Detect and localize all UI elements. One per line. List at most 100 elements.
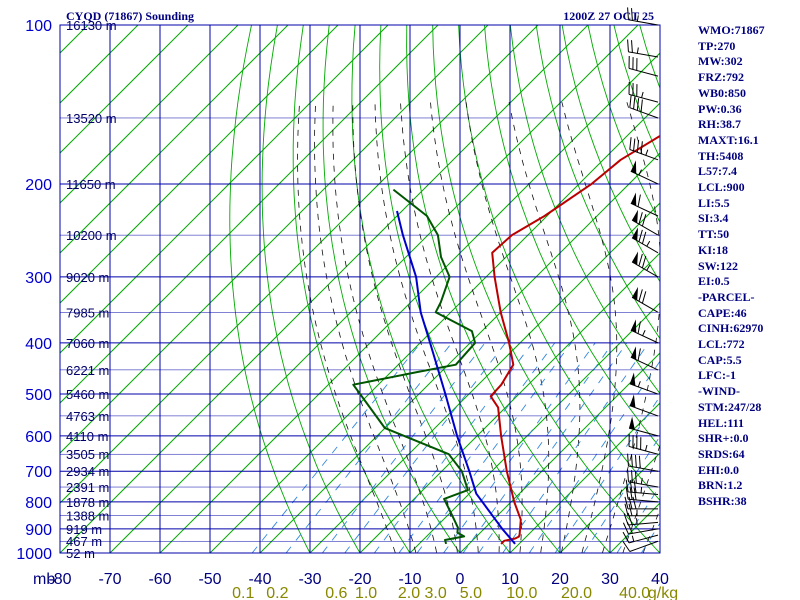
height-label: 919 m <box>66 522 102 537</box>
barb-staff <box>631 261 659 278</box>
barb-flag <box>627 453 629 467</box>
barb-staff <box>628 528 659 535</box>
pressure-tick-label: 600 <box>25 429 52 446</box>
x-unit-label: mb <box>33 571 55 588</box>
isotherm-line <box>60 25 189 154</box>
wind-barb <box>628 434 659 455</box>
barb-flag <box>638 455 641 469</box>
height-label: 2934 m <box>66 464 109 479</box>
pressure-tick-label: 400 <box>25 336 52 353</box>
barb-half-flag <box>636 47 639 54</box>
wind-barb <box>625 486 659 503</box>
index-row: LCL:772 <box>698 337 745 352</box>
isotherm-line <box>60 25 439 404</box>
height-label: 1878 m <box>66 495 109 510</box>
index-row: -WIND- <box>698 384 740 399</box>
temperature-tick-label: -20 <box>348 571 371 588</box>
barb-staff <box>628 51 659 58</box>
barb-flag <box>637 194 641 207</box>
barb-flag <box>640 99 643 112</box>
dry-adiabat-line <box>535 25 660 340</box>
mixing-ratio-line <box>443 342 596 553</box>
wind-barb <box>628 416 659 437</box>
isotherm-line <box>209 102 660 553</box>
mixing-ratio-line <box>373 342 533 553</box>
mixing-ratio-line <box>528 360 660 553</box>
index-row: SW:122 <box>698 258 739 273</box>
mixing-ratio-label: 20.0 <box>561 585 592 600</box>
barb-flag <box>633 138 636 151</box>
mixing-ratio-label: 2.0 <box>398 585 420 600</box>
isotherm-line <box>459 352 660 553</box>
barb-half-flag <box>641 91 644 98</box>
wind-barb <box>622 540 659 552</box>
index-row: LCL:900 <box>698 180 745 195</box>
wind-barb <box>629 372 659 395</box>
temperature-tick-label: 30 <box>601 571 619 588</box>
barb-staff <box>628 445 659 455</box>
index-row: MAXT:16.1 <box>698 132 759 147</box>
barb-flag <box>641 214 647 227</box>
barb-flag <box>622 531 630 544</box>
barb-flag <box>631 470 633 483</box>
parcel-trace <box>396 210 516 545</box>
barb-staff <box>628 19 659 26</box>
background-lines <box>60 25 660 553</box>
index-row: EHI:0.0 <box>698 462 740 477</box>
dry-adiabat-line <box>261 25 361 553</box>
mixing-ratio-line <box>285 342 453 553</box>
temperature-tick-label: -40 <box>248 571 271 588</box>
mixing-ratio-unit: g/kg <box>648 585 678 600</box>
height-label: 7060 m <box>66 336 109 351</box>
index-row: CAPE:46 <box>698 305 747 320</box>
barb-half-flag <box>640 478 643 485</box>
height-label: 13520 m <box>66 111 117 126</box>
height-label: 9020 m <box>66 270 109 285</box>
barb-half-flag <box>638 169 642 176</box>
height-label: 16130 m <box>66 18 117 33</box>
dry-adiabat-line <box>432 25 660 553</box>
barb-flag <box>641 291 647 304</box>
wind-barb <box>630 346 659 371</box>
index-row: KI:18 <box>698 242 728 257</box>
stability-indices: WMO:71867 TP:270 MW:302 FRZ:792 WB0:850 PW:0.… <box>698 23 800 510</box>
barb-staff <box>628 498 659 503</box>
isotherm-line <box>60 25 589 553</box>
isotherm-line <box>60 25 539 504</box>
height-label: 4110 m <box>66 429 108 444</box>
mixing-ratio-line <box>462 342 614 553</box>
barb-staff <box>629 383 659 395</box>
dry-adiabat-line <box>406 25 611 553</box>
barb-half-flag <box>644 444 648 451</box>
barb-flag <box>629 487 633 500</box>
index-row: SRDS:64 <box>698 446 745 461</box>
barb-flag <box>637 348 641 361</box>
index-row: PW:0.36 <box>698 101 742 116</box>
index-row: EI:0.5 <box>698 274 730 289</box>
mixing-ratio-label: 40.0 <box>619 585 650 600</box>
moist-adiabat-line <box>400 102 500 553</box>
barb-flag <box>628 503 633 516</box>
index-row: SHR+:0.0 <box>698 431 749 446</box>
temperature-tick-label: -70 <box>98 571 121 588</box>
pressure-tick-label: 700 <box>25 464 52 481</box>
barb-staff <box>631 296 659 313</box>
pressure-tick-label: 800 <box>25 495 52 512</box>
height-label: 10200 m <box>66 228 117 243</box>
pressure-tick-label: 100 <box>25 18 52 35</box>
barb-half-flag <box>636 518 638 525</box>
index-row: CAP:5.5 <box>698 352 742 367</box>
wind-barb <box>630 160 659 185</box>
barb-pennant <box>632 227 639 241</box>
barb-pennant <box>632 209 639 224</box>
temperature-tick-label: -30 <box>298 571 321 588</box>
height-label: 2391 m <box>66 480 109 495</box>
barb-staff <box>628 93 659 103</box>
barb-staff <box>628 427 659 437</box>
mixing-ratio-line <box>554 395 660 553</box>
barb-pennant <box>632 286 639 301</box>
barb-flag <box>633 487 637 500</box>
wind-barb <box>624 503 658 517</box>
wind-barbs <box>622 7 659 552</box>
isotherm-line <box>359 252 660 553</box>
